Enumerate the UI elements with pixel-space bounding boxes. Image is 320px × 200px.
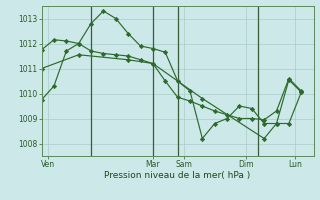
X-axis label: Pression niveau de la mer( hPa ): Pression niveau de la mer( hPa ) bbox=[104, 171, 251, 180]
